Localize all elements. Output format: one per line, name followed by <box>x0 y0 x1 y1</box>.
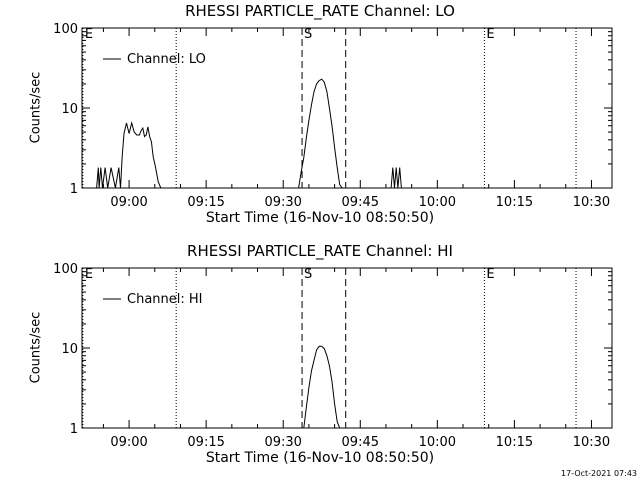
chart-plot-hi: 1 10 100 09:00 09:15 09:30 09:45 10:00 10:15 10:3… <box>53 262 613 450</box>
y-tick-label: 10 <box>61 342 78 357</box>
series-line <box>96 78 402 189</box>
x-tick-label: 09:15 <box>187 435 224 450</box>
y-tick-label: 100 <box>53 22 78 37</box>
y-tick-label: 10 <box>61 102 78 117</box>
chart-title: RHESSI PARTICLE_RATE Channel: LO <box>185 2 455 20</box>
x-axis-label: Start Time (16-Nov-10 08:50:50) <box>205 450 435 466</box>
x-tick-label: 10:30 <box>573 195 610 210</box>
y-tick-label: 100 <box>53 262 78 277</box>
annotation-label: E <box>85 267 93 282</box>
chart-plot-lo: 1 10 100 09:00 09:15 09:30 09:45 10:00 10:15 10:3… <box>53 22 613 210</box>
annotation-label: S <box>304 267 312 282</box>
x-tick-label: 09:45 <box>342 195 379 210</box>
legend-label: Channel: HI <box>127 292 203 307</box>
chart-panel-lo: RHESSI PARTICLE_RATE Channel: LO Counts/… <box>29 2 613 226</box>
annotation-label: E <box>486 27 494 42</box>
x-tick-label: 09:15 <box>187 195 224 210</box>
annotation-label: E <box>85 27 93 42</box>
chart-title: RHESSI PARTICLE_RATE Channel: HI <box>187 242 453 260</box>
legend-label: Channel: LO <box>127 52 206 67</box>
x-tick-label: 10:15 <box>496 195 533 210</box>
x-tick-label: 09:00 <box>110 435 147 450</box>
x-tick-label: 10:00 <box>419 195 456 210</box>
x-tick-label: 09:45 <box>342 435 379 450</box>
x-tick-label: 09:30 <box>264 435 301 450</box>
x-tick-label: 10:00 <box>419 435 456 450</box>
y-tick-label: 1 <box>70 182 78 197</box>
x-axis-label: Start Time (16-Nov-10 08:50:50) <box>205 210 435 226</box>
series-line <box>303 345 341 429</box>
x-tick-label: 09:30 <box>264 195 301 210</box>
annotation-label: E <box>486 267 494 282</box>
y-tick-label: 1 <box>70 422 78 437</box>
annotation-label: S <box>304 27 312 42</box>
timestamp: 17-Oct-2021 07:43 <box>561 469 637 478</box>
x-tick-label: 10:15 <box>496 435 533 450</box>
x-tick-label: 10:30 <box>573 435 610 450</box>
chart-panel-hi: RHESSI PARTICLE_RATE Channel: HI Counts/… <box>0 240 640 480</box>
x-tick-label: 09:00 <box>110 195 147 210</box>
